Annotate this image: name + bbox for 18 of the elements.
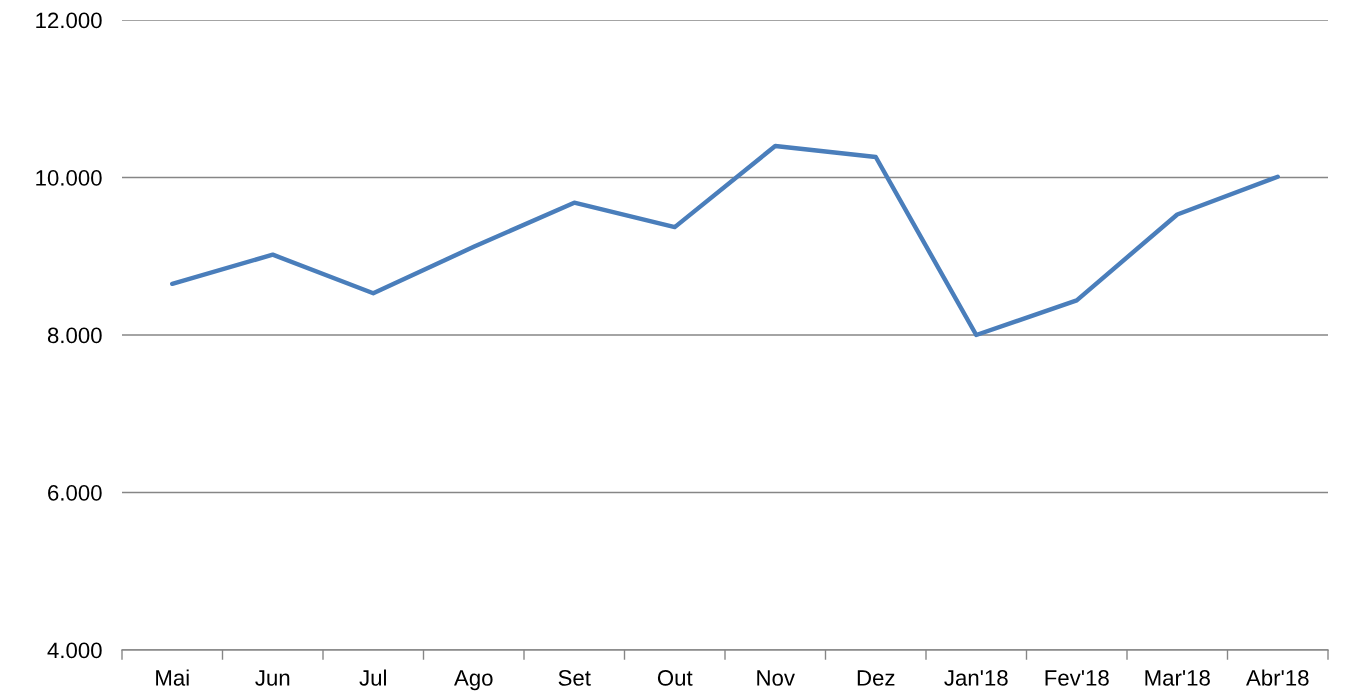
- x-tick-label: Jul: [359, 669, 386, 686]
- x-tick-label: Fev'18: [1045, 670, 1109, 686]
- y-tick-label: 10.000: [36, 170, 102, 186]
- x-tick-label: Out: [657, 670, 693, 686]
- x-tick-label: Jun: [255, 670, 290, 686]
- y-tick-label: 4.000: [47, 642, 102, 659]
- x-tick-label: Set: [558, 670, 591, 686]
- x-tick-label: Mar'18: [1145, 670, 1210, 686]
- x-tick-label: Jan'18: [944, 670, 1008, 686]
- x-tick-label: Abr'18: [1246, 669, 1309, 686]
- x-tick-label: Ago: [454, 670, 493, 691]
- line-series: [170, 143, 1280, 338]
- x-tick-label: Nov: [757, 670, 795, 686]
- y-tick-label: 8.000: [47, 327, 102, 344]
- x-tick-label: Dez: [857, 670, 895, 686]
- y-tick-label: 12.000: [36, 12, 102, 29]
- x-tick-label: Mai: [156, 669, 189, 686]
- y-tick-label: 6.000: [48, 485, 102, 501]
